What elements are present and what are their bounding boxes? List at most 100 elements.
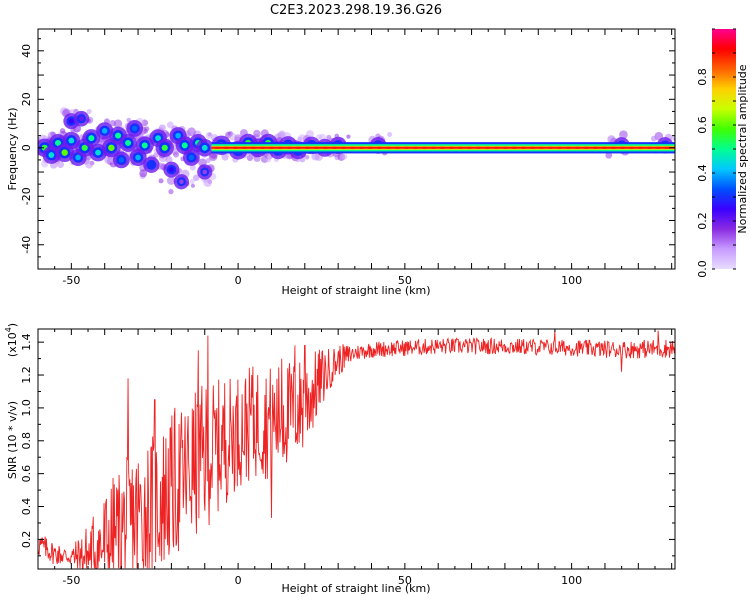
spectrogram-halo <box>139 169 148 178</box>
spectrogram-panel: -50 0 50 100 -40 -20 0 20 40 Height of straight … <box>6 28 676 297</box>
spectrogram-blob-core <box>175 132 181 139</box>
spectrogram-halo <box>168 189 174 195</box>
spectrogram-halo <box>253 129 261 138</box>
spectrogram-halo <box>650 135 657 142</box>
spectrogram-halo <box>192 174 200 182</box>
spectrogram-halo <box>607 135 616 144</box>
spectrogram-halo <box>346 134 351 139</box>
snr-ytick-label: 1.0 <box>20 399 33 417</box>
spectrogram-blob-core <box>55 139 62 146</box>
spectrogram-blob-core <box>148 162 154 168</box>
spectrogram-halo <box>207 132 212 137</box>
spectrogram-halo <box>85 160 94 169</box>
snr-panel: -50 0 50 100 0.2 0.4 0.6 0.8 1.0 1.2 1.4 Height of… <box>4 323 676 595</box>
snr-ytick-label: 1.4 <box>20 333 33 351</box>
spectrogram-blob-core <box>141 142 148 149</box>
spectrogram-halo <box>59 128 66 134</box>
spectrogram-blob-core <box>201 144 208 151</box>
snr-ytick-label: 0.6 <box>20 465 33 483</box>
spectrogram-blob-core <box>132 125 138 132</box>
spectrogram-blob-core <box>188 154 195 161</box>
snr-multiplier-close: ) <box>6 323 19 327</box>
spectrogram-halo <box>387 132 393 138</box>
colorbar: 0.0 0.2 0.4 0.6 0.8 Normalized spectral ampl… <box>696 28 749 278</box>
spectrogram-blob-core <box>181 142 188 149</box>
spectrogram-halo <box>205 157 211 164</box>
spectrogram-halo <box>165 155 173 164</box>
spectrogram-halo <box>208 152 218 162</box>
spectrogram-halo <box>203 178 212 187</box>
spectrogram-halo <box>158 178 164 184</box>
spectrogram-blob-core <box>115 132 122 139</box>
spectrogram-halo <box>166 176 176 185</box>
snr-xtick-label: 0 <box>235 574 242 587</box>
spectrogram-ylabel: Frequency (Hz) <box>6 108 19 191</box>
snr-multiplier-exp: 4 <box>4 327 13 332</box>
spectrogram-halo <box>189 164 196 171</box>
spectrogram-halo <box>144 126 150 132</box>
spectrogram-blob-core <box>75 154 81 161</box>
spectrogram-blob-core <box>179 179 184 185</box>
snr-ytick-label: 0.4 <box>20 498 33 516</box>
snr-frame <box>37 328 676 570</box>
spectrogram-halo <box>86 108 92 115</box>
spectrogram-halo <box>126 117 132 123</box>
spectrogram-halo <box>113 119 123 129</box>
spectrogram-halo <box>172 151 180 158</box>
spectrogram-blob-core <box>95 149 101 156</box>
colorbar-label: Normalized spectral amplitude <box>736 64 749 233</box>
spectrogram-xlabel: Height of straight line (km) <box>281 284 430 297</box>
spectrogram-blob-core <box>61 149 68 156</box>
spectrogram-ytick-label: 40 <box>20 44 33 58</box>
spectrogram-blob-core <box>118 157 125 163</box>
spectrogram-blob-core <box>101 128 108 134</box>
spectrogram-halo <box>316 134 322 140</box>
spectrogram-halo <box>605 151 613 159</box>
snr-xtick-label: -50 <box>62 574 80 587</box>
snr-xtick-label: 100 <box>561 574 582 587</box>
spectrogram-halo <box>304 154 310 160</box>
snr-xtick-label: 50 <box>398 574 412 587</box>
spectrogram-frame <box>37 28 676 270</box>
snr-series-line <box>38 330 675 569</box>
snr-axes: -50 0 50 100 0.2 0.4 0.6 0.8 1.0 1.2 1.4 <box>20 329 675 587</box>
spectrogram-halo <box>69 109 75 115</box>
snr-ytick-label: 0.2 <box>20 531 33 549</box>
snr-ylabel: SNR (10 * v/v) <box>6 401 19 479</box>
spectrogram-xtick-label: 0 <box>235 274 242 287</box>
spectrogram-xtick-label: 100 <box>561 274 582 287</box>
snr-xlabel: Height of straight line (km) <box>281 582 430 595</box>
spectrogram-xtick-label: -50 <box>62 274 80 287</box>
colorbar-tick-label: 0.6 <box>696 116 709 134</box>
spectrogram-blob-core <box>135 154 141 161</box>
spectrogram-blob-core <box>68 137 75 144</box>
spectrogram-blob-core <box>108 144 115 151</box>
colorbar-tick-label: 0.2 <box>696 212 709 230</box>
colorbar-tick-label: 0.4 <box>696 164 709 182</box>
snr-ytick-label: 0.8 <box>20 432 33 450</box>
figure-title: C2E3.2023.298.19.36.G26 <box>270 3 442 18</box>
svg-text:(x104): (x104) <box>4 323 19 357</box>
spectrogram-halo <box>166 121 174 129</box>
spectrogram-blob-core <box>125 139 132 146</box>
colorbar-axis: 0.0 0.2 0.4 0.6 0.8 <box>696 28 736 278</box>
spectrogram-ytick-label: -40 <box>20 236 33 254</box>
spectrogram-halo <box>278 130 286 138</box>
spectrogram-plot-area <box>38 107 675 195</box>
spectrogram-blob-core <box>48 152 55 158</box>
spectrogram-blob-core <box>81 144 88 151</box>
spectrogram-halo <box>57 161 65 169</box>
spectrogram-halo <box>86 156 91 161</box>
spectrogram-halo <box>305 130 314 139</box>
spectrogram-ytick-label: 0 <box>20 144 33 151</box>
spectrogram-halo <box>187 127 196 137</box>
spectrogram-halo <box>341 153 348 160</box>
spectrogram-halo <box>190 183 195 188</box>
spectrogram-ytick-label: 20 <box>20 92 33 106</box>
snr-plot-area <box>38 330 675 569</box>
spectrogram-halo <box>265 157 272 163</box>
snr-multiplier-base: (x10 <box>6 332 19 357</box>
spectrogram-halo <box>298 134 307 143</box>
colorbar-tick-label: 0.0 <box>696 260 709 278</box>
